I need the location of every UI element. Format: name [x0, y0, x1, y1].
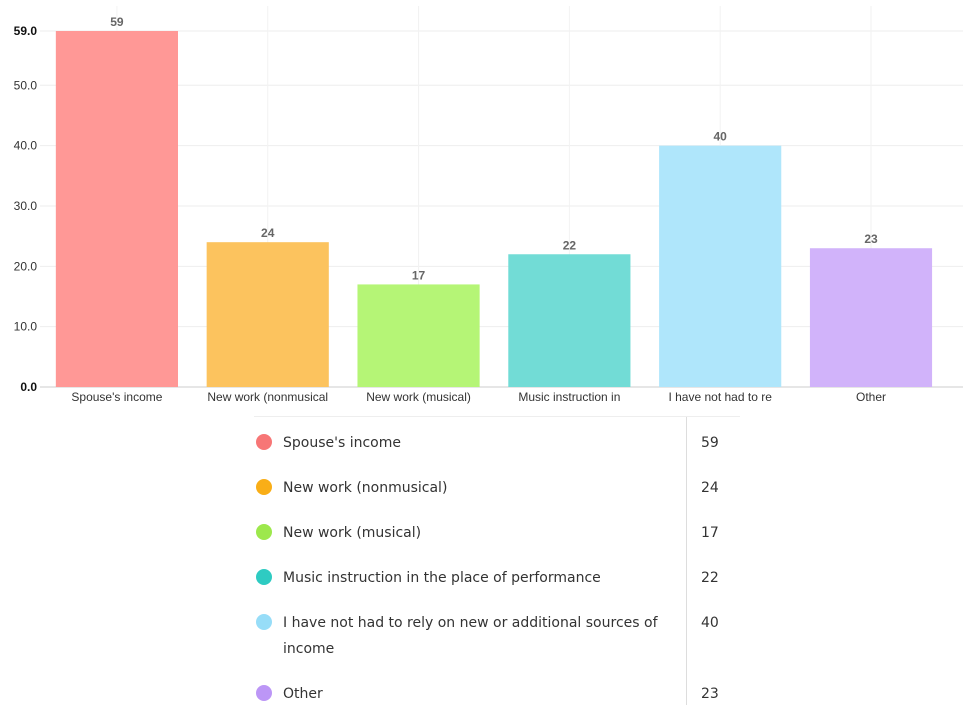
bar[interactable]	[659, 145, 782, 387]
legend-value: 24	[701, 480, 719, 496]
legend-color-dot	[256, 569, 272, 585]
legend-value: 59	[701, 435, 719, 451]
bar[interactable]	[508, 254, 631, 387]
y-tick-label: 0.0	[20, 380, 37, 394]
legend-color-dot	[256, 524, 272, 540]
legend-value: 40	[701, 615, 719, 631]
legend-value: 22	[701, 570, 719, 586]
x-axis: Spouse's income New work (nonmusical New w…	[71, 390, 886, 404]
bar[interactable]	[809, 248, 933, 387]
legend-color-dot	[256, 685, 272, 701]
bar[interactable]	[55, 31, 178, 387]
bars	[55, 31, 933, 387]
bar-chart: 59 24 17 22 40 23 0.0 10.0 20.0 30.0 40.0 50.0 59.0…	[14, 6, 963, 404]
x-tick-label: New work (nonmusical	[207, 390, 328, 404]
y-tick-label: 30.0	[14, 199, 38, 213]
y-axis: 0.0 10.0 20.0 30.0 40.0 50.0 59.0	[14, 24, 38, 394]
legend-label: New work (musical)	[283, 525, 422, 541]
x-tick-label: Other	[856, 390, 886, 404]
data-label: 24	[261, 226, 275, 240]
bar[interactable]	[357, 284, 480, 387]
y-tick-label: 40.0	[14, 139, 38, 153]
data-label: 17	[412, 268, 426, 282]
data-label: 23	[864, 232, 878, 246]
legend-divider	[686, 417, 687, 705]
data-label: 40	[714, 130, 728, 144]
legend-label: I have not had to rely on new or additio…	[283, 615, 658, 657]
legend-color-dot	[256, 434, 272, 450]
legend-label: Other	[283, 686, 323, 702]
legend-table: Spouse's income 59 New work (nonmusical) 24…	[254, 416, 740, 705]
data-label: 22	[563, 238, 577, 252]
y-tick-label: 10.0	[14, 320, 38, 334]
legend-label: New work (nonmusical)	[283, 480, 448, 496]
data-labels: 59 24 17 22 40 23	[110, 15, 878, 282]
legend-label: Music instruction in the place of perfor…	[283, 570, 601, 586]
x-tick-label: New work (musical)	[366, 390, 471, 404]
x-tick-label: Spouse's income	[71, 390, 162, 404]
bar[interactable]	[206, 242, 329, 387]
legend-color-dot	[256, 479, 272, 495]
legend-label: Spouse's income	[283, 435, 401, 451]
data-label: 59	[110, 15, 124, 29]
x-tick-label: I have not had to re	[668, 390, 772, 404]
x-tick-label: Music instruction in	[518, 390, 620, 404]
y-tick-label: 20.0	[14, 259, 38, 273]
y-tick-label: 59.0	[14, 24, 38, 38]
legend-value: 23	[701, 686, 719, 702]
legend-value: 17	[701, 525, 719, 541]
legend-color-dot	[256, 614, 272, 630]
y-tick-label: 50.0	[14, 78, 38, 92]
